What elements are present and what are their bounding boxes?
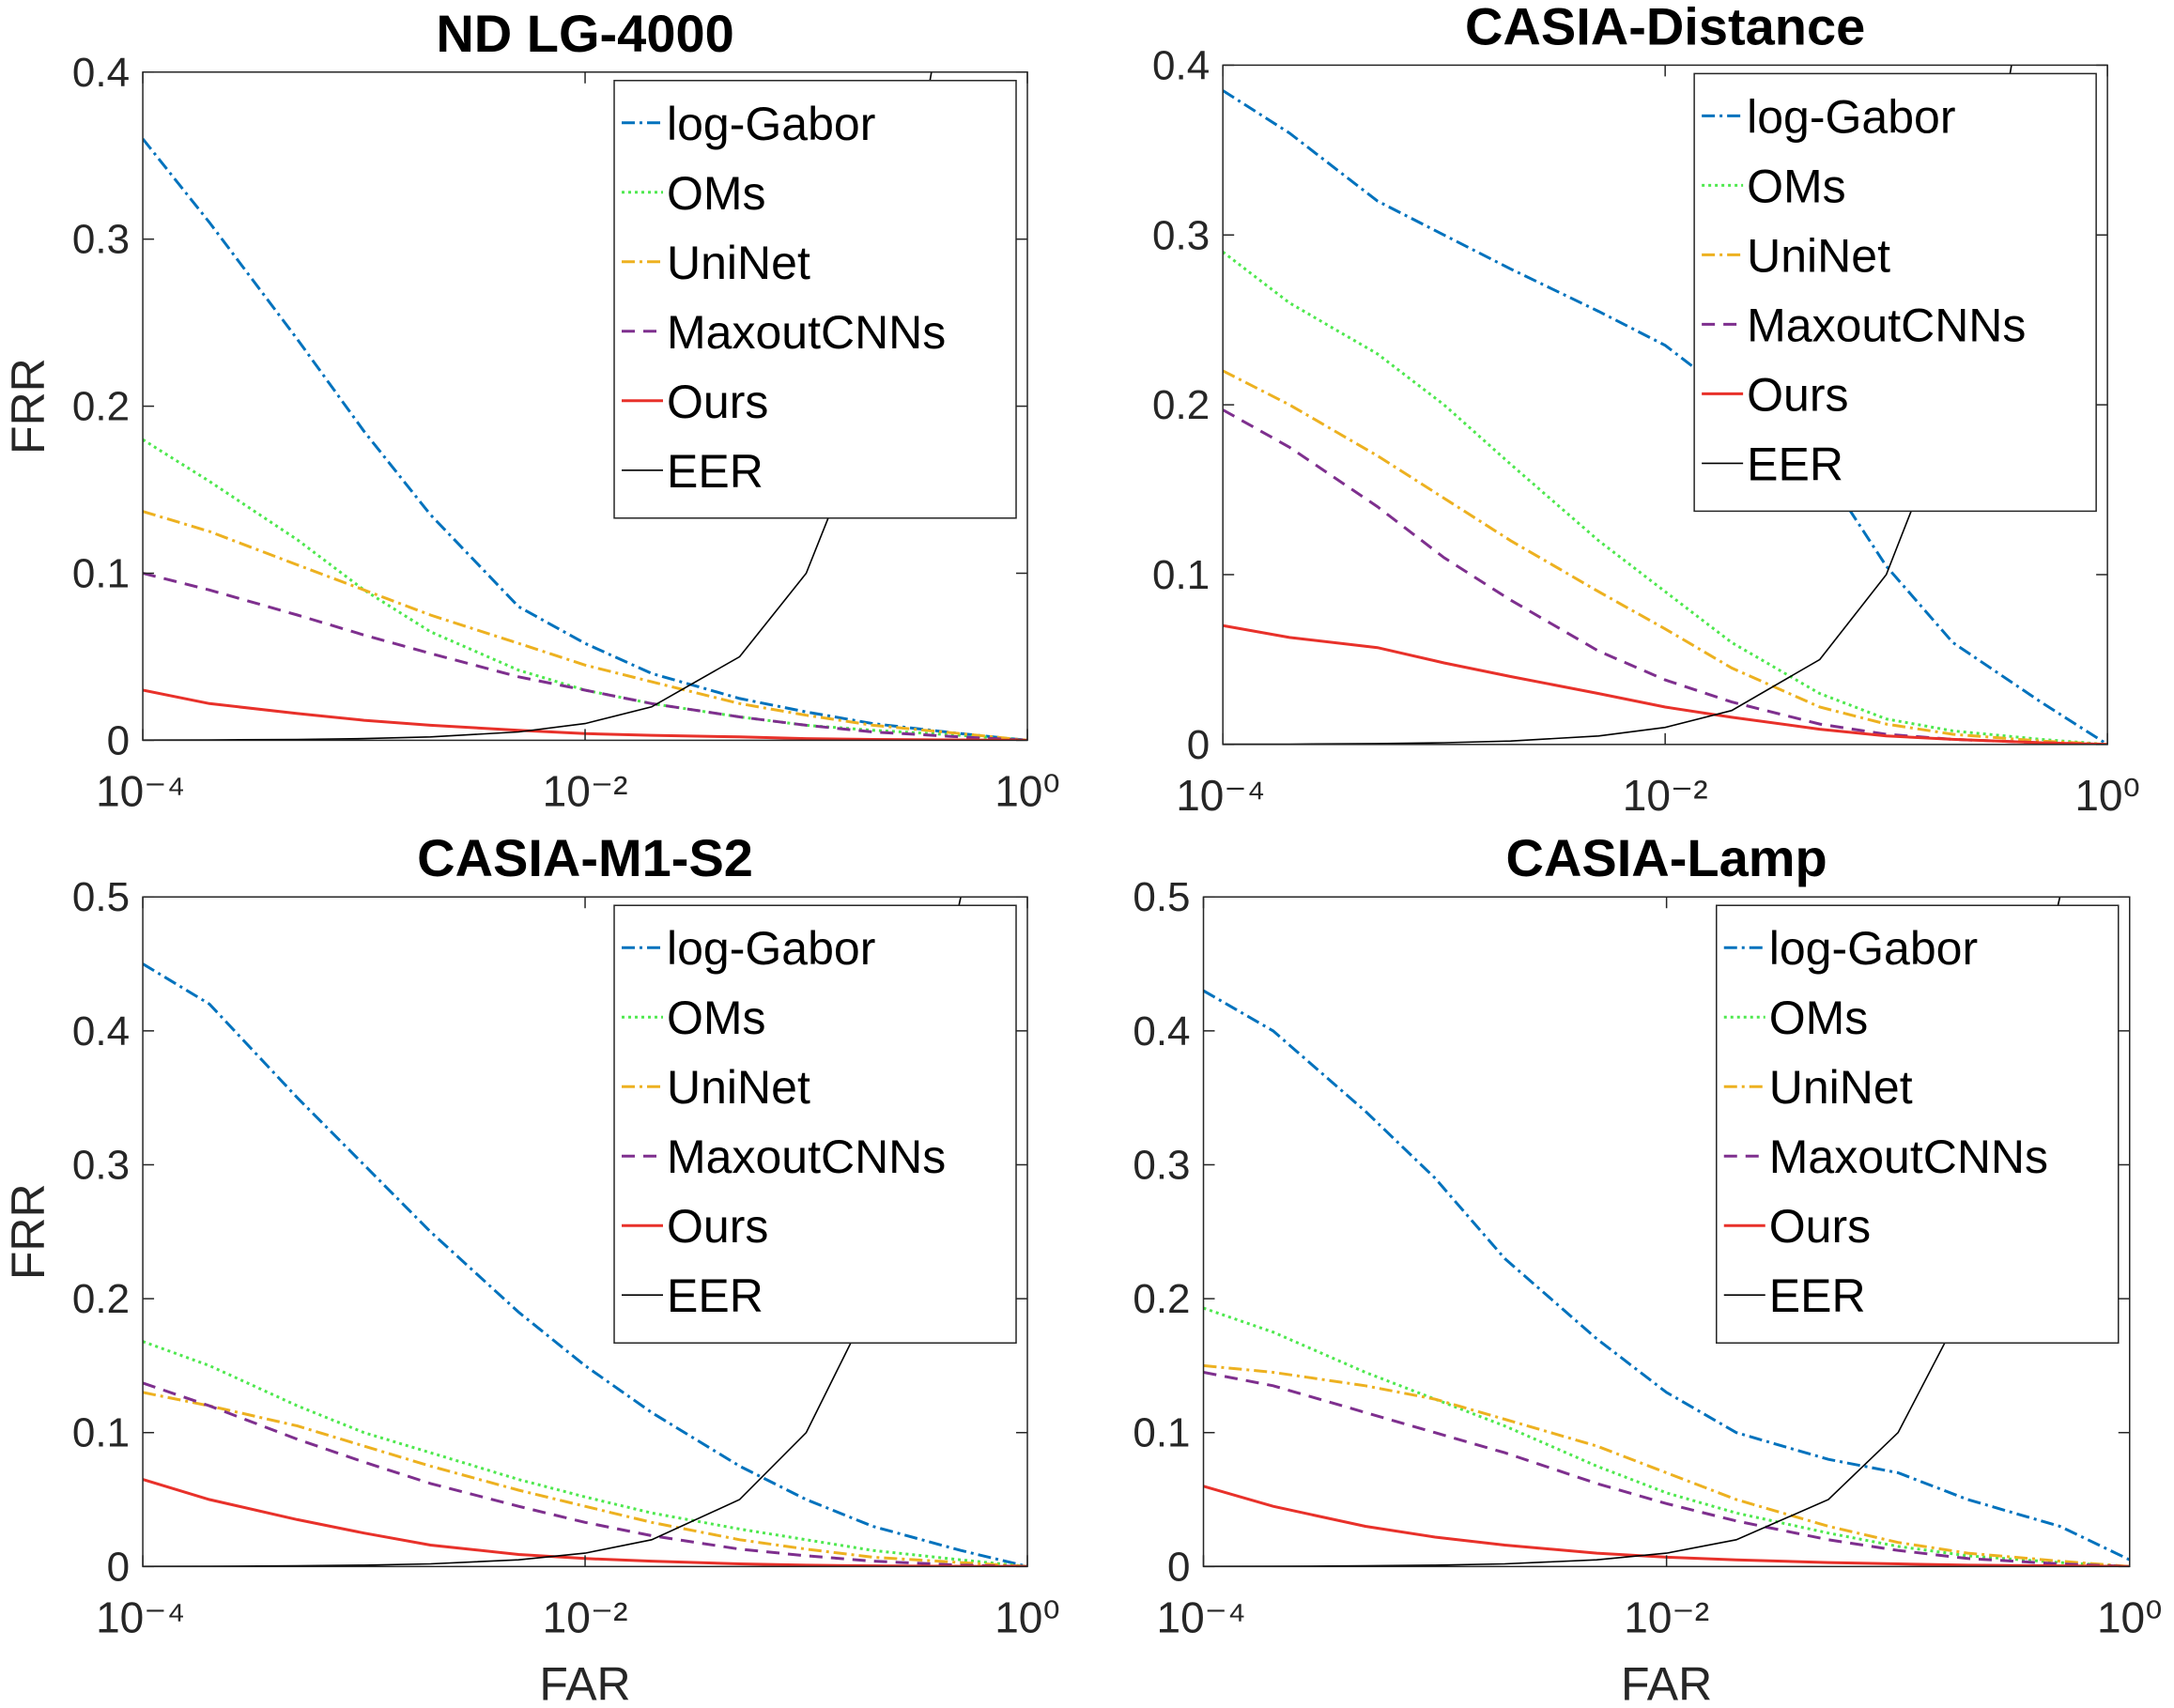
legend-label: MaxoutCNNs <box>1769 1131 2048 1183</box>
series-line <box>143 1381 1028 1567</box>
legend-label: MaxoutCNNs <box>1747 299 2026 351</box>
series-line <box>1223 623 2108 745</box>
y-tick-label: 0 <box>1167 1544 1190 1590</box>
y-tick-label: 0.3 <box>1152 212 1210 258</box>
chart-title: CASIA-Lamp <box>1506 828 1827 887</box>
legend: log-Gabor OMs UniNet MaxoutCNNs Ours EER <box>1693 72 2097 513</box>
x-tick-label: 10⁰ <box>994 1593 1060 1641</box>
series-line <box>143 1391 1028 1567</box>
legend-label: UniNet <box>1769 1061 1913 1114</box>
legend-label: MaxoutCNNs <box>667 306 946 359</box>
y-tick-label: 0.3 <box>72 217 130 263</box>
series-line <box>143 962 1028 1567</box>
legend-label: OMs <box>1769 992 1869 1044</box>
x-tick-label: 10⁻² <box>543 1593 628 1641</box>
chart-title: CASIA-Distance <box>1465 0 1865 55</box>
y-tick-label: 0.1 <box>1152 552 1210 598</box>
series-line <box>143 510 1028 741</box>
x-tick-label: 10⁰ <box>2097 1593 2163 1641</box>
x-tick-label: 10⁻⁴ <box>1176 771 1265 820</box>
lines <box>1223 65 2108 745</box>
legend-label: Ours <box>1747 368 1848 421</box>
y-tick-label: 0.5 <box>1133 874 1190 920</box>
series-line <box>1223 251 2108 745</box>
y-tick-label: 0.4 <box>72 1008 130 1054</box>
y-tick-label: 0.3 <box>1133 1142 1190 1188</box>
y-tick-label: 0.2 <box>1152 382 1210 428</box>
legend-label: UniNet <box>1747 229 1890 282</box>
legend-box <box>613 80 1017 519</box>
y-tick-label: 0.2 <box>72 384 130 430</box>
legend-label: OMs <box>1747 160 1846 212</box>
y-tick-label: 0.2 <box>72 1276 130 1322</box>
y-tick-label: 0 <box>1187 722 1210 768</box>
y-tick-label: 0.5 <box>72 874 130 920</box>
x-tick-label: 10⁻⁴ <box>96 766 185 815</box>
legend-label: EER <box>667 1269 763 1322</box>
x-tick-label: 10⁻² <box>1624 1593 1709 1641</box>
legend: log-Gabor OMs UniNet MaxoutCNNs Ours EER <box>613 904 1017 1344</box>
legend-label: Ours <box>667 1200 768 1253</box>
legend-label: OMs <box>667 992 766 1044</box>
legend-box <box>1716 904 2120 1344</box>
y-axis-label: FRR <box>2 358 54 454</box>
legend-box <box>1693 72 2097 513</box>
legend-label: Ours <box>1769 1200 1871 1253</box>
series-line <box>1223 89 2108 745</box>
legend-label: OMs <box>667 167 766 220</box>
chart-title: CASIA-M1-S2 <box>417 828 753 887</box>
x-tick-label: 10⁻⁴ <box>1157 1593 1246 1641</box>
legend-label: log-Gabor <box>1769 922 1978 975</box>
y-tick-label: 0.1 <box>72 1410 130 1456</box>
y-tick-label: 0.4 <box>1152 42 1210 88</box>
legend-label: log-Gabor <box>667 98 875 150</box>
lines <box>143 71 1028 741</box>
y-axis-label: FRR <box>2 1183 54 1280</box>
series-line <box>1203 1371 2130 1567</box>
x-tick-label: 10⁰ <box>994 766 1060 815</box>
y-tick-label: 0.3 <box>72 1142 130 1188</box>
y-tick-label: 0.2 <box>1133 1276 1190 1322</box>
subplot: 0 0.1 0.2 0.3 0.4 0.5 10⁻⁴ 10⁻² 10⁰ CASIA-M1-S2 FA… <box>2 828 1060 1708</box>
series-line <box>1203 1363 2130 1567</box>
x-tick-label: 10⁰ <box>2074 771 2140 820</box>
series-line <box>143 438 1028 741</box>
x-tick-label: 10⁻⁴ <box>96 1593 185 1641</box>
legend-label: log-Gabor <box>1747 90 1955 143</box>
legend-box <box>613 904 1017 1344</box>
subplot: 0 0.1 0.2 0.3 0.4 0.5 10⁻⁴ 10⁻² 10⁰ CASIA-Lamp FAR… <box>1133 828 2163 1708</box>
y-tick-label: 0 <box>107 1544 130 1590</box>
series-line <box>1203 989 2130 1562</box>
legend-label: UniNet <box>667 237 810 289</box>
legend: log-Gabor OMs UniNet MaxoutCNNs Ours EER <box>1716 904 2120 1344</box>
y-tick-label: 0.4 <box>1133 1008 1190 1054</box>
y-tick-label: 0 <box>107 717 130 763</box>
y-tick-label: 0.1 <box>72 550 130 596</box>
y-tick-label: 0.4 <box>72 50 130 96</box>
series-line <box>143 572 1028 741</box>
x-tick-label: 10⁻² <box>1623 771 1708 820</box>
subplot: 0 0.1 0.2 0.3 0.4 10⁻⁴ 10⁻² 10⁰ CASIA-Distance lo… <box>1152 0 2140 820</box>
x-tick-label: 10⁻² <box>543 766 628 815</box>
legend-label: EER <box>1769 1269 1866 1322</box>
legend: log-Gabor OMs UniNet MaxoutCNNs Ours EER <box>613 80 1017 519</box>
legend-label: EER <box>1747 438 1843 490</box>
x-axis-label: FAR <box>1621 1657 1712 1708</box>
series-line <box>1223 369 2108 745</box>
legend-label: Ours <box>667 376 768 428</box>
legend-label: EER <box>667 445 763 498</box>
subplot: 0 0.1 0.2 0.3 0.4 10⁻⁴ 10⁻² 10⁰ ND LG-4000 FRR log… <box>2 4 1060 816</box>
legend-label: MaxoutCNNs <box>667 1131 946 1183</box>
legend-label: UniNet <box>667 1061 810 1114</box>
chart-title: ND LG-4000 <box>436 4 733 63</box>
y-tick-label: 0.1 <box>1133 1410 1190 1456</box>
series-line <box>1223 408 2108 745</box>
x-axis-label: FAR <box>539 1657 630 1708</box>
legend-label: log-Gabor <box>667 922 875 975</box>
